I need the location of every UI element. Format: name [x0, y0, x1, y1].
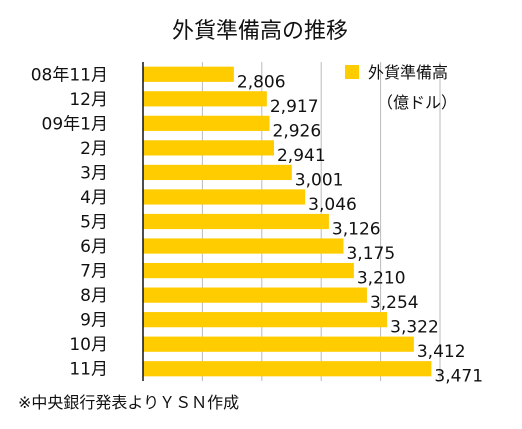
category-label: 8月 [80, 286, 108, 306]
data-label: 2,941 [277, 146, 326, 166]
data-label: 3,254 [370, 293, 419, 313]
bar [143, 66, 234, 82]
chart-title: 外貨準備高の推移 [172, 19, 348, 44]
data-label: 3,210 [357, 269, 406, 289]
bar [143, 262, 354, 279]
legend: 外貨準備高 （億ドル） [345, 63, 457, 112]
data-label: 2,917 [270, 97, 319, 117]
category-label: 5月 [80, 213, 108, 233]
data-label: 3,412 [417, 342, 466, 362]
category-label: 09年1月 [42, 114, 108, 134]
bar [143, 238, 344, 254]
data-labels: 2,806 2,917 2,926 2,941 3,001 3,046 3,126 3,175… [237, 72, 483, 386]
category-label: 7月 [80, 262, 108, 282]
legend-swatch [345, 65, 359, 79]
data-label: 3,046 [308, 195, 357, 215]
category-label: 2月 [80, 139, 108, 159]
data-label: 3,001 [295, 170, 344, 190]
unit-label: （億ドル） [377, 93, 457, 112]
category-labels: 08年11月 12月 09年1月 2月 3月 4月 5月 6月 7月 8月 9月 10月 11月 [31, 65, 108, 379]
data-label: 3,126 [332, 220, 381, 240]
category-label: 6月 [80, 237, 108, 257]
bar [143, 189, 306, 205]
category-label: 9月 [80, 311, 108, 331]
data-label: 3,471 [434, 367, 483, 387]
bar [143, 91, 267, 107]
bar [143, 312, 388, 328]
bar [143, 115, 270, 131]
category-label: 11月 [69, 360, 108, 380]
data-label: 2,806 [237, 72, 286, 92]
bar [143, 336, 414, 352]
bars [143, 66, 432, 377]
bar [143, 213, 329, 230]
legend-label: 外貨準備高 [368, 63, 448, 82]
source-note: ※中央銀行発表よりＹＳＮ作成 [18, 393, 239, 412]
data-label: 3,175 [346, 244, 395, 264]
data-label: 3,322 [390, 318, 439, 338]
bar [143, 361, 432, 377]
data-label: 2,926 [273, 121, 322, 141]
bar [143, 287, 367, 303]
category-label: 4月 [80, 188, 108, 208]
category-label: 10月 [69, 335, 108, 355]
category-label: 3月 [80, 163, 108, 183]
category-label: 12月 [69, 90, 108, 110]
bar [143, 140, 274, 156]
bar [143, 164, 292, 181]
category-label: 08年11月 [31, 65, 108, 85]
